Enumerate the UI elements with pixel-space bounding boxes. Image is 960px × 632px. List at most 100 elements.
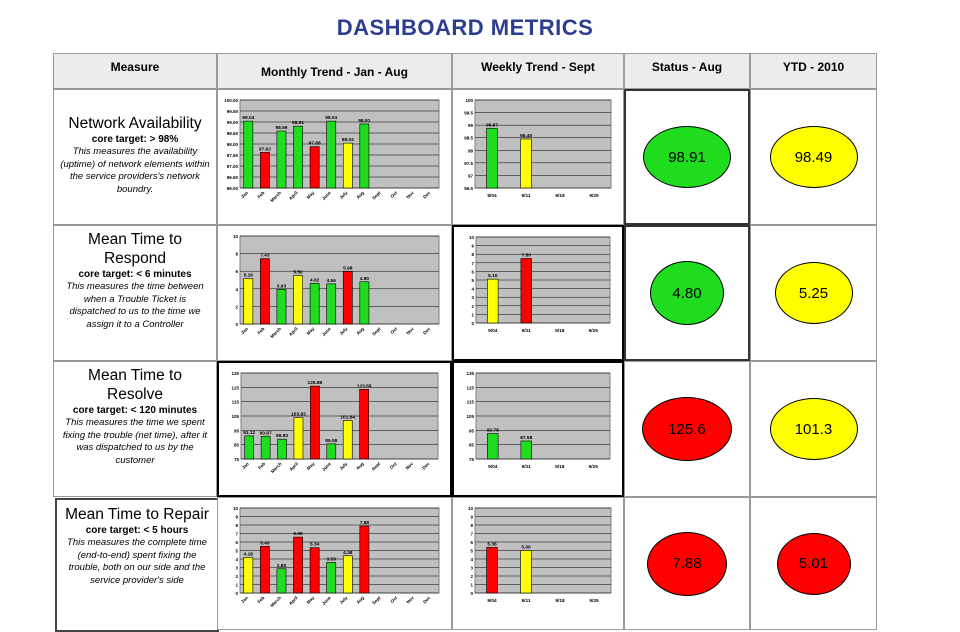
y-tick-label: 1	[471, 312, 474, 317]
x-tick-label: Dec	[422, 326, 432, 336]
bar	[276, 568, 287, 594]
y-tick-label: 6	[470, 540, 473, 545]
y-tick-label: 6	[471, 269, 474, 274]
data-label: 87.58	[520, 435, 532, 441]
bar	[276, 289, 287, 325]
bar-chart-resolve-weekly: 135 125 115 105 95 85 75 92.78 9/04 87.58 9/11 9/18…	[466, 371, 611, 470]
bar	[276, 130, 287, 189]
y-tick-label: 8	[470, 523, 473, 528]
bar-chart-respond-monthly: 10 8 6 4 2 0 5.16 Jan 7.43 Feb 3.93 March 5.50 April 4…	[233, 234, 440, 339]
bar	[520, 258, 532, 324]
x-tick-label: Aug	[355, 595, 365, 605]
bar	[260, 435, 271, 460]
data-label: 91.12	[243, 430, 255, 436]
y-tick-label: 9	[235, 515, 238, 520]
y-tick-label: 10	[468, 506, 474, 511]
ytd-cell-resolve: 101.3	[750, 361, 877, 497]
page-title: DASHBOARD METRICS	[336, 15, 594, 40]
bar	[486, 128, 498, 189]
x-tick-label: June	[321, 326, 332, 337]
data-label: 5.98	[343, 265, 353, 271]
data-label: 99.04	[325, 115, 337, 121]
x-tick-label: March	[269, 326, 282, 339]
x-tick-label: 9/18	[555, 464, 565, 470]
data-label: 101.84	[340, 415, 355, 421]
data-label: 97.62	[259, 146, 271, 152]
y-tick-label: 100	[465, 98, 473, 103]
y-tick-label: 97	[468, 173, 474, 178]
y-tick-label: 4	[235, 557, 238, 562]
y-tick-label: 99.50	[227, 109, 239, 114]
x-tick-label: May	[306, 326, 316, 336]
bar	[487, 278, 499, 324]
measure-title: Mean Time to Respond	[88, 231, 182, 267]
x-tick-label: July	[339, 461, 349, 471]
y-tick-label: 96.5	[464, 186, 473, 191]
data-label: 5.16	[244, 273, 254, 279]
x-tick-label: April	[288, 326, 299, 337]
y-tick-label: 98.00	[227, 142, 239, 147]
x-tick-label: Dec	[421, 461, 431, 471]
x-tick-label: May	[306, 595, 316, 605]
measure-mean-time-to-repair: Mean Time to Repair core target: < 5 hou…	[55, 498, 219, 632]
status-indicator: 125.6	[642, 397, 732, 461]
status-indicator: 4.80	[650, 261, 724, 325]
bar	[486, 547, 498, 594]
data-label: 3.93	[277, 283, 287, 289]
x-tick-label: 9/18	[555, 193, 565, 199]
x-tick-label: 9/04	[488, 464, 498, 470]
y-tick-label: 8	[235, 523, 238, 528]
x-tick-label: Feb	[257, 461, 266, 470]
bar	[293, 125, 303, 189]
x-tick-label: Jan	[240, 190, 249, 199]
bar	[326, 283, 337, 325]
y-tick-label: 7	[235, 532, 238, 537]
data-label: 4.38	[343, 550, 353, 556]
bar	[359, 281, 370, 325]
x-tick-label: July	[339, 190, 349, 200]
ytd-indicator: 101.3	[769, 398, 858, 460]
x-tick-label: 9/11	[521, 598, 530, 604]
bar	[310, 385, 320, 460]
x-tick-label: Jan	[240, 326, 249, 335]
y-tick-label: 105	[466, 414, 474, 419]
y-tick-label: 5	[235, 549, 238, 554]
bar	[309, 547, 320, 594]
measure-description: This measures the complete time (end-to-…	[67, 537, 207, 586]
ytd-cell-repair: 5.01	[750, 497, 877, 630]
y-tick-label: 7	[471, 261, 474, 266]
y-tick-label: 125	[466, 385, 474, 390]
y-tick-label: 8	[235, 252, 238, 257]
data-label: 85.58	[325, 438, 337, 444]
data-label: 103.83	[291, 412, 306, 418]
x-tick-label: 9/25	[589, 464, 599, 470]
x-tick-label: Jan	[241, 461, 250, 470]
status-cell-availability: 98.91	[624, 89, 750, 225]
x-tick-label: 9/11	[521, 193, 530, 199]
status-cell-respond: 4.80	[624, 225, 750, 361]
y-tick-label: 85	[234, 443, 240, 448]
x-tick-label: Feb	[256, 595, 265, 604]
y-tick-label: 97.5	[464, 161, 473, 166]
bar	[309, 146, 320, 189]
x-tick-label: Sept	[371, 461, 382, 472]
bar	[326, 120, 337, 189]
y-tick-label: 4	[470, 557, 473, 562]
x-tick-label: 9/04	[487, 193, 497, 199]
status-indicator: 98.91	[643, 126, 731, 188]
y-tick-label: 9	[470, 515, 473, 520]
data-label: 98.87	[486, 122, 498, 128]
y-tick-label: 1	[235, 583, 238, 588]
bar	[277, 438, 287, 460]
x-tick-label: May	[306, 461, 316, 471]
y-tick-label: 115	[467, 400, 475, 405]
monthly-chart-respond: 10 8 6 4 2 0 5.16 Jan 7.43 Feb 3.93 March 5.50 April 4…	[217, 225, 452, 361]
x-tick-label: 9/25	[589, 193, 599, 199]
x-tick-label: 9/11	[522, 464, 531, 470]
x-tick-label: June	[321, 595, 332, 606]
y-tick-label: 4	[235, 287, 238, 292]
measure-title: Network Availability	[68, 115, 202, 132]
y-tick-label: 99	[468, 123, 474, 128]
x-tick-label: Sept	[371, 595, 382, 606]
